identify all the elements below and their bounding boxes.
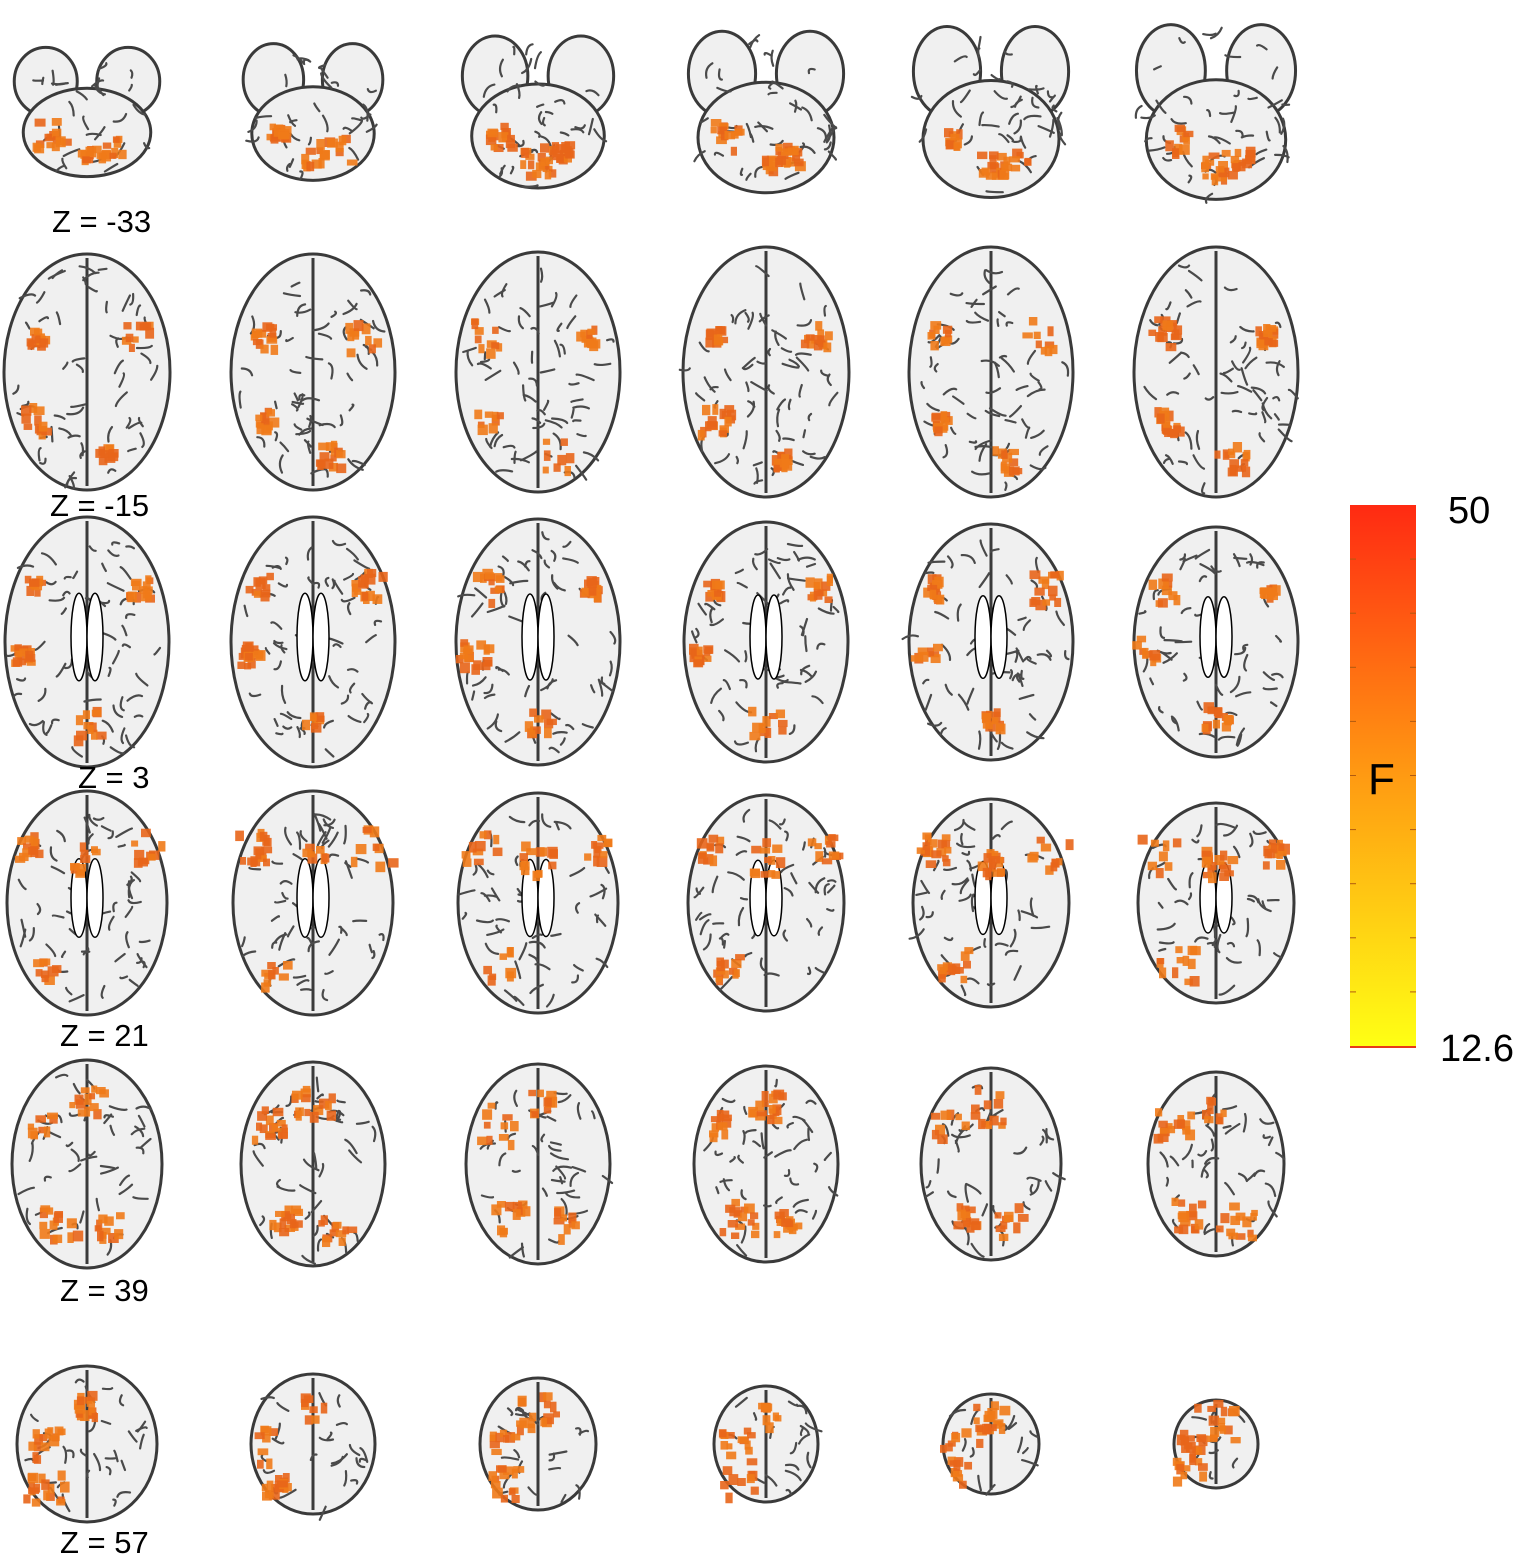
z-label-row-6: Z = 57 xyxy=(60,1525,149,1560)
brain-slice xyxy=(907,245,1075,499)
f-colorbar xyxy=(1350,505,1416,1048)
brain-slice xyxy=(919,1066,1066,1262)
brain-slice xyxy=(901,522,1075,762)
z-label-row-3: Z = 3 xyxy=(78,760,150,795)
brain-slice xyxy=(464,1062,614,1266)
brain-slice xyxy=(229,515,397,769)
brain-slice xyxy=(686,793,846,1013)
brain-slice xyxy=(454,517,622,767)
colorbar-max-label: 50 xyxy=(1448,490,1491,532)
brain-slice xyxy=(910,25,1071,199)
brain-slice xyxy=(3,515,171,769)
brain-slice xyxy=(249,1372,377,1521)
brain-slice xyxy=(456,791,620,1015)
brain-slice xyxy=(1134,23,1298,204)
brain-slice xyxy=(2,252,172,492)
brain-slice xyxy=(712,1384,823,1504)
brain-slice xyxy=(239,1060,387,1268)
brain-slice xyxy=(478,1376,598,1512)
brain-slice xyxy=(229,252,397,492)
brain-slice xyxy=(1146,1070,1286,1258)
z-label-row-4: Z = 21 xyxy=(60,1018,149,1053)
brain-slice xyxy=(5,789,169,1017)
brain-slice xyxy=(1172,1398,1260,1490)
brain-slice xyxy=(1132,245,1300,499)
brain-slice xyxy=(1136,801,1296,1005)
z-label-row-5: Z = 39 xyxy=(60,1273,149,1308)
colorbar-title: F xyxy=(1368,755,1395,804)
brain-slice xyxy=(15,1364,159,1524)
brain-slice xyxy=(682,520,850,764)
brain-slice xyxy=(460,34,616,190)
brain-slice xyxy=(10,1058,164,1270)
brain-slice xyxy=(686,29,846,195)
z-label-row-2: Z = -15 xyxy=(50,488,150,523)
brain-slice xyxy=(678,245,851,499)
brain-slice xyxy=(1132,525,1300,759)
brain-slice xyxy=(12,45,162,179)
brain-slice xyxy=(241,42,385,182)
z-label-row-1: Z = -33 xyxy=(52,204,152,239)
colorbar-min-label: 12.6 xyxy=(1440,1028,1514,1070)
colorbar-ticks xyxy=(1350,558,1416,993)
brain-slice xyxy=(940,1392,1041,1496)
brain-slice xyxy=(454,250,622,494)
brain-slice xyxy=(692,1064,840,1264)
brain-slice xyxy=(908,797,1074,1009)
brain-slice xyxy=(231,789,399,1017)
